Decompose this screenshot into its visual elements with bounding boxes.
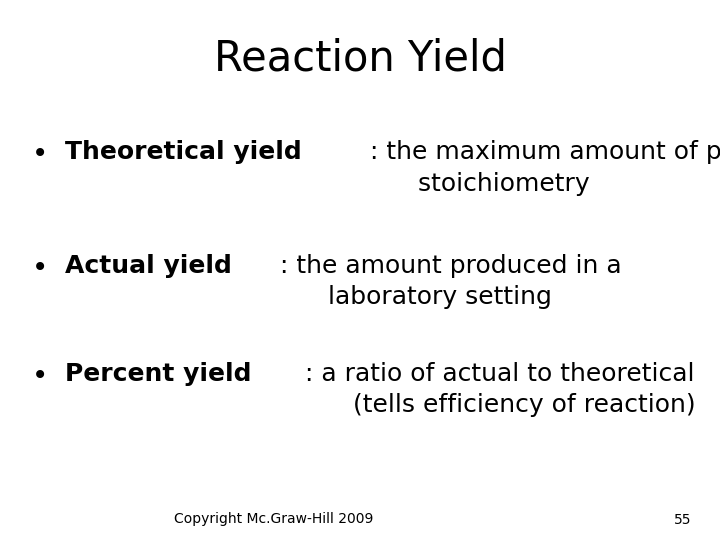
- Text: Percent yield: Percent yield: [65, 362, 251, 386]
- Text: Actual yield: Actual yield: [65, 254, 232, 278]
- Text: : the maximum amount of product predicted by
      stoichiometry: : the maximum amount of product predicte…: [370, 140, 720, 196]
- Text: Copyright Mc.Graw-Hill 2009: Copyright Mc.Graw-Hill 2009: [174, 512, 373, 526]
- Text: •: •: [32, 254, 48, 282]
- Text: Reaction Yield: Reaction Yield: [214, 38, 506, 80]
- Text: 55: 55: [674, 512, 691, 526]
- Text: : a ratio of actual to theoretical
      (tells efficiency of reaction): : a ratio of actual to theoretical (tell…: [305, 362, 696, 417]
- Text: •: •: [32, 362, 48, 390]
- Text: : the amount produced in a
      laboratory setting: : the amount produced in a laboratory se…: [280, 254, 622, 309]
- Text: Theoretical yield: Theoretical yield: [65, 140, 302, 164]
- Text: •: •: [32, 140, 48, 168]
